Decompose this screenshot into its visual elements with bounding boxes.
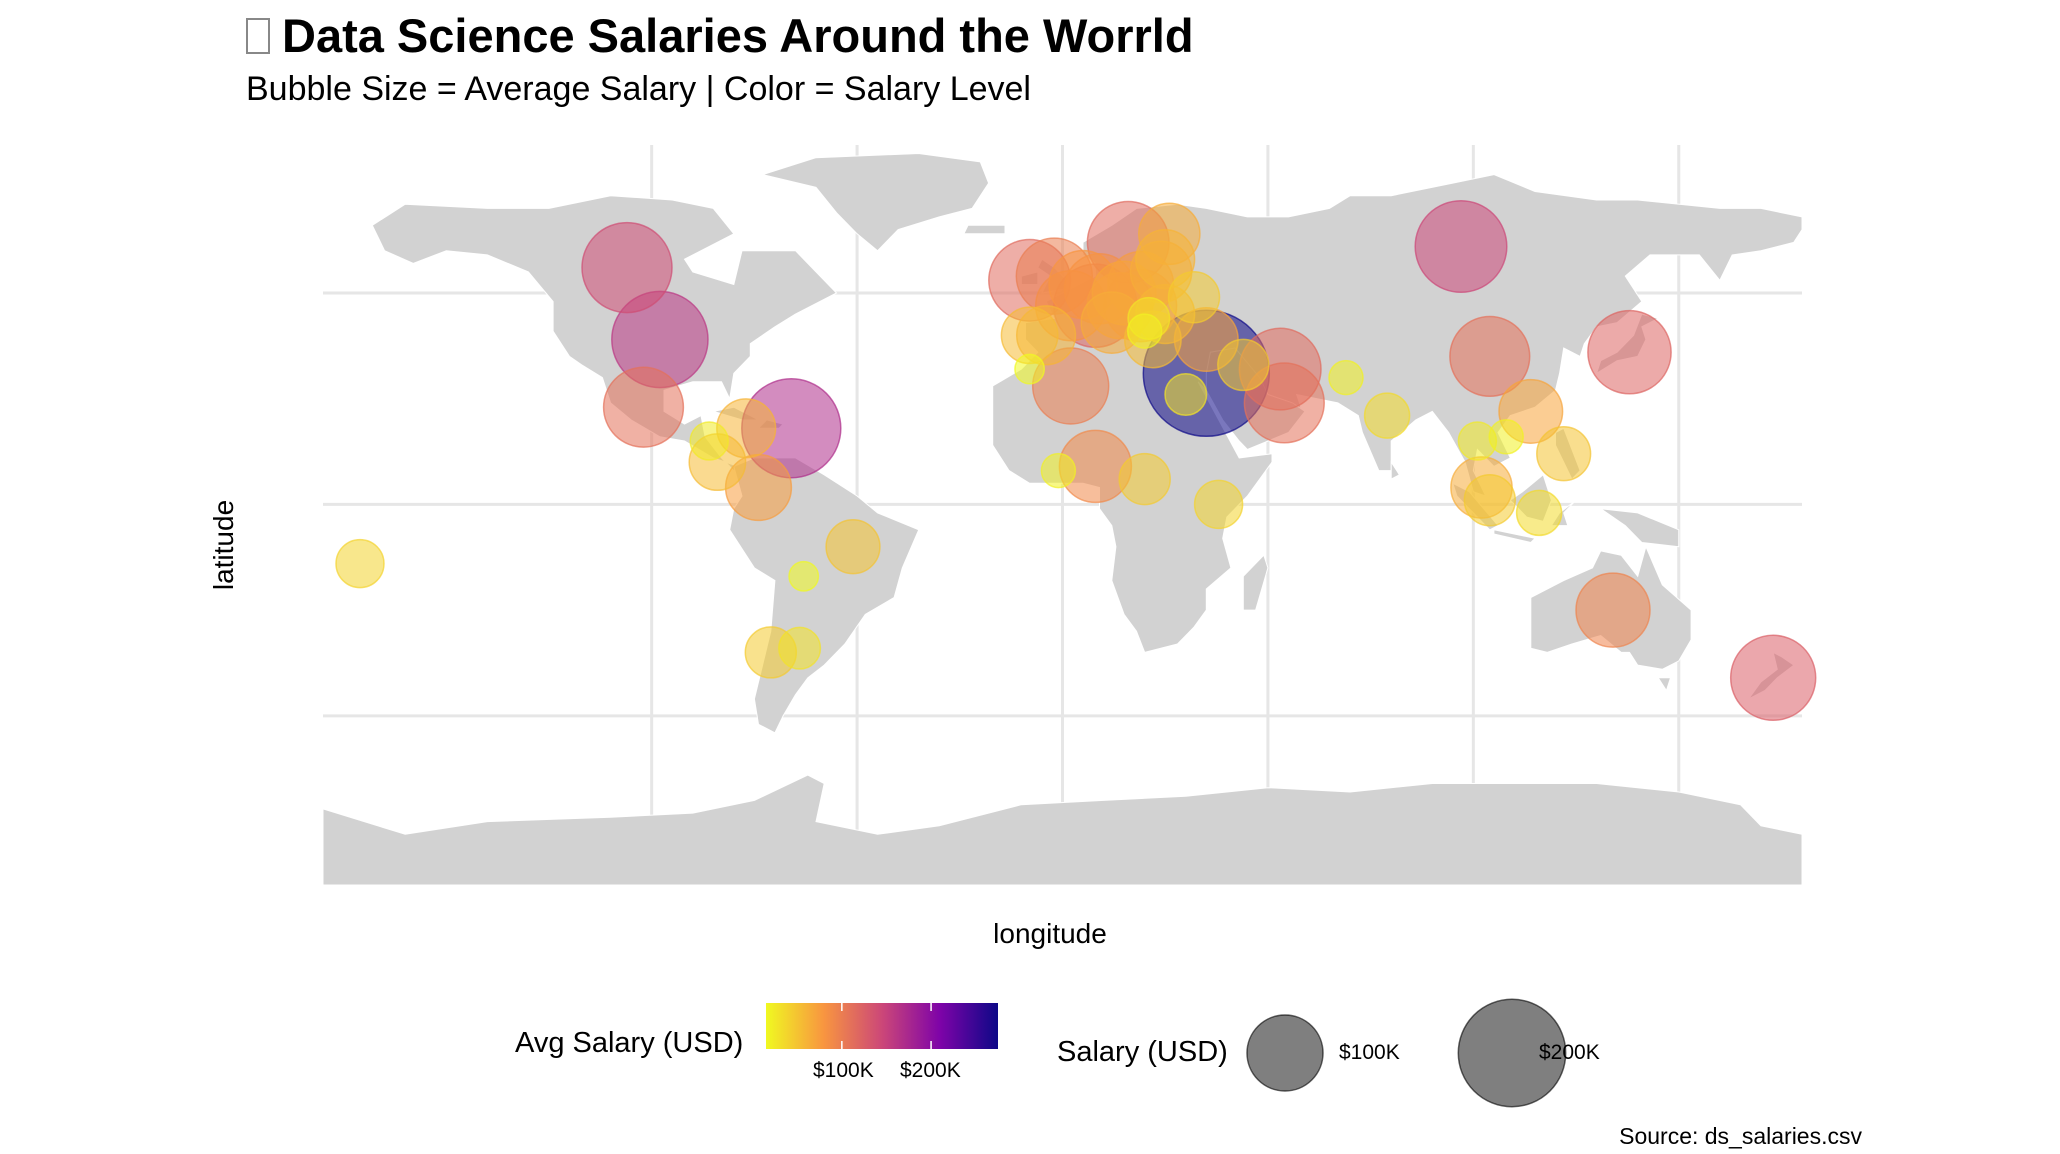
- salary-bubble: [1536, 426, 1592, 482]
- salary-bubble: [1587, 309, 1672, 395]
- salary-bubble: [1463, 473, 1517, 527]
- salary-bubble: [689, 421, 729, 461]
- salary-bubble: [1126, 313, 1163, 349]
- missing-glyph-icon: [246, 18, 270, 54]
- bubble-layer: [335, 199, 1817, 722]
- salary-bubble: [1193, 479, 1244, 530]
- size-legend-key: [1457, 998, 1567, 1108]
- size-legend-key: [1246, 1014, 1324, 1092]
- salary-bubble: [1449, 315, 1531, 398]
- land-new-guinea: [1600, 508, 1680, 548]
- x-axis-label: longitude: [993, 918, 1107, 949]
- salary-bubble: [335, 538, 385, 589]
- chart-title-text: Data Science Salaries Around the Worrld: [282, 9, 1194, 62]
- land-sri-lanka: [1390, 460, 1401, 480]
- salary-bubble: [1164, 372, 1208, 417]
- salary-bubble: [1414, 199, 1508, 294]
- salary-bubble: [602, 366, 685, 448]
- salary-bubble: [825, 519, 881, 575]
- land-java: [1493, 529, 1537, 544]
- color-legend-title: Avg Salary (USD): [515, 1027, 744, 1059]
- size-legend: [1246, 998, 1567, 1108]
- salary-bubble: [1217, 338, 1270, 392]
- salary-bubble: [1488, 419, 1524, 455]
- color-legend-tick-label: $200K: [900, 1059, 961, 1082]
- salary-bubble: [1363, 392, 1411, 439]
- y-axis-label: latitude: [208, 499, 239, 591]
- salary-bubble: [1040, 452, 1077, 489]
- color-legend-tick-label: $100K: [813, 1059, 874, 1082]
- salary-bubble: [778, 626, 822, 670]
- salary-bubble: [1014, 353, 1046, 385]
- salary-bubble: [1167, 270, 1221, 324]
- land-greenland: [760, 152, 990, 252]
- salary-bubble: [1243, 362, 1325, 444]
- salary-bubble: [788, 560, 820, 592]
- land-madagascar: [1242, 554, 1269, 611]
- salary-bubble: [1118, 452, 1171, 506]
- land-tasmania: [1657, 677, 1672, 692]
- size-legend-label: $200K: [1539, 1041, 1600, 1064]
- size-legend-label: $100K: [1339, 1041, 1400, 1064]
- salary-bubble: [1575, 572, 1651, 648]
- chart-title: Data Science Salaries Around the Worrld: [246, 8, 1194, 63]
- source-caption: Source: ds_salaries.csv: [1619, 1123, 1862, 1149]
- color-legend: [766, 1003, 998, 1049]
- chart-subtitle: Bubble Size = Average Salary | Color = S…: [246, 70, 1031, 108]
- color-legend-bar: [766, 1003, 998, 1049]
- salary-bubble: [1515, 489, 1563, 537]
- land-iceland: [963, 224, 1006, 235]
- salary-bubble: [1729, 634, 1817, 722]
- land-antarctica: [322, 774, 1803, 886]
- size-legend-title: Salary (USD): [1057, 1036, 1228, 1068]
- salary-bubble: [1328, 359, 1364, 396]
- salary-bubble: [581, 221, 673, 314]
